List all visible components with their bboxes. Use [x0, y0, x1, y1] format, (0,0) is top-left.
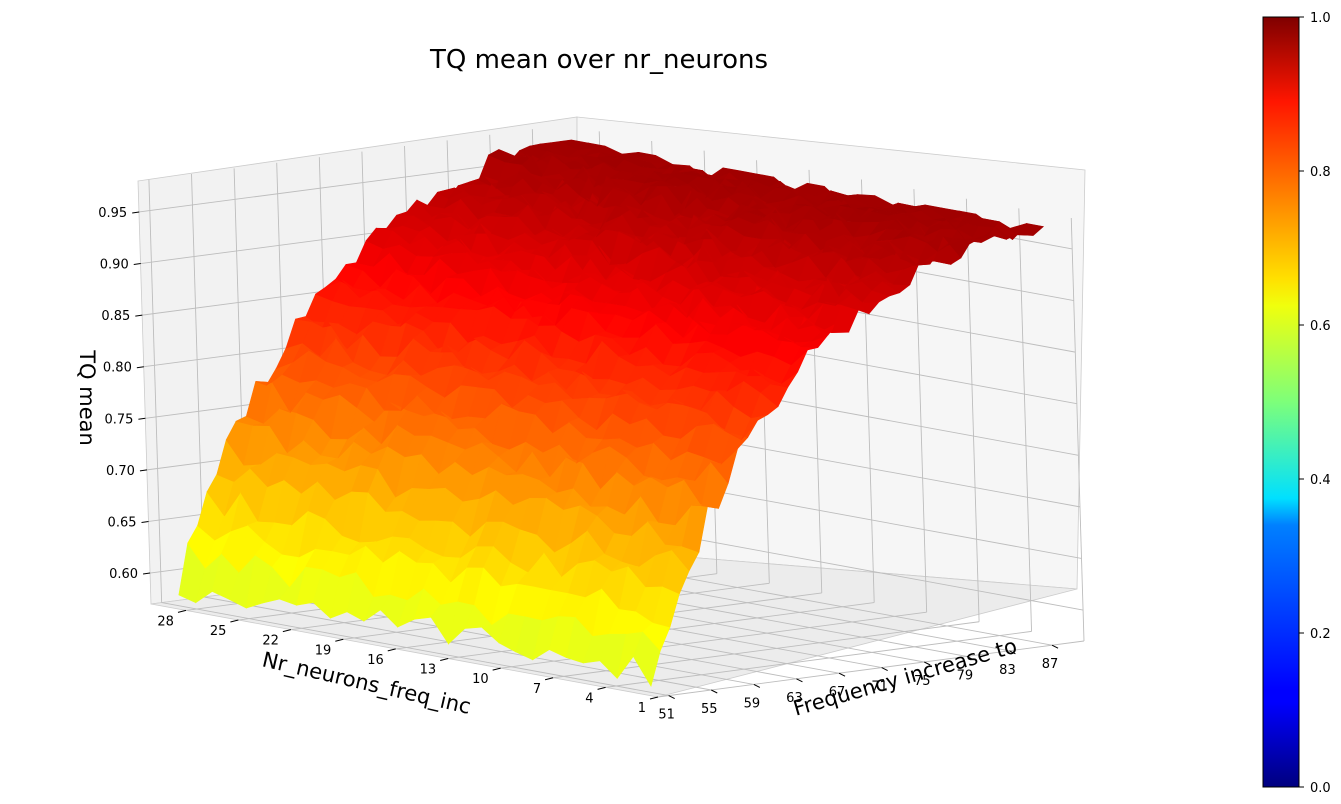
y-tick-label: 71: [871, 680, 888, 695]
colorbar-tick-label: 0.8: [1310, 165, 1331, 180]
surface-facet: [1015, 223, 1045, 236]
y-tick-label: 55: [701, 702, 718, 717]
z-tick-label: 0.70: [106, 464, 135, 479]
surface: [178, 139, 1045, 687]
z-tick-label: 0.95: [98, 206, 127, 221]
y-tick-label: 51: [658, 708, 675, 723]
y-tick-label: 83: [999, 663, 1016, 678]
colorbar-ticks: 0.0 0.2 0.4 0.6 0.8 1.0: [1299, 11, 1331, 796]
colorbar-tick-label: 0.6: [1310, 319, 1331, 334]
x-tick-label: 25: [210, 624, 227, 639]
y-tick-label: 75: [914, 674, 931, 689]
x-tick-label: 16: [367, 653, 384, 668]
z-tick-label: 0.65: [108, 515, 137, 530]
y-tick-label: 79: [957, 668, 974, 683]
z-tick-label: 0.60: [109, 567, 138, 582]
colorbar-tick-label: 0.2: [1310, 627, 1331, 642]
x-tick-label: 19: [315, 643, 332, 658]
colorbar-tick-label: 1.0: [1310, 11, 1331, 26]
y-tick-label: 63: [786, 691, 803, 706]
y-tick-label: 87: [1042, 657, 1059, 672]
x-tick-label: 28: [157, 614, 174, 629]
z-tick-label: 0.75: [104, 412, 133, 427]
x-tick-label: 22: [262, 634, 279, 649]
x-tick-label: 10: [472, 672, 489, 687]
x-tick-label: 1: [638, 701, 646, 716]
colorbar: [1262, 16, 1300, 788]
x-tick-label: 4: [585, 691, 593, 706]
z-tick-label: 0.80: [103, 361, 132, 376]
axes: 28 25 22 19 16 13 10 7 4 1 51 55 59 63 67 71 75 79 83 87 0.6…: [98, 206, 1058, 723]
colorbar-tick-label: 0.0: [1310, 781, 1331, 796]
chart-title: TQ mean over nr_neurons: [429, 45, 768, 75]
x-tick-label: 13: [420, 663, 437, 678]
z-tick-label: 0.85: [101, 309, 130, 324]
y-tick-label: 67: [829, 685, 846, 700]
colorbar-tick-label: 0.4: [1310, 473, 1331, 488]
x-tick-label: 7: [533, 682, 541, 697]
z-axis-label: TQ mean: [75, 349, 99, 446]
z-tick-label: 0.90: [100, 258, 129, 273]
y-tick-label: 59: [744, 696, 761, 711]
